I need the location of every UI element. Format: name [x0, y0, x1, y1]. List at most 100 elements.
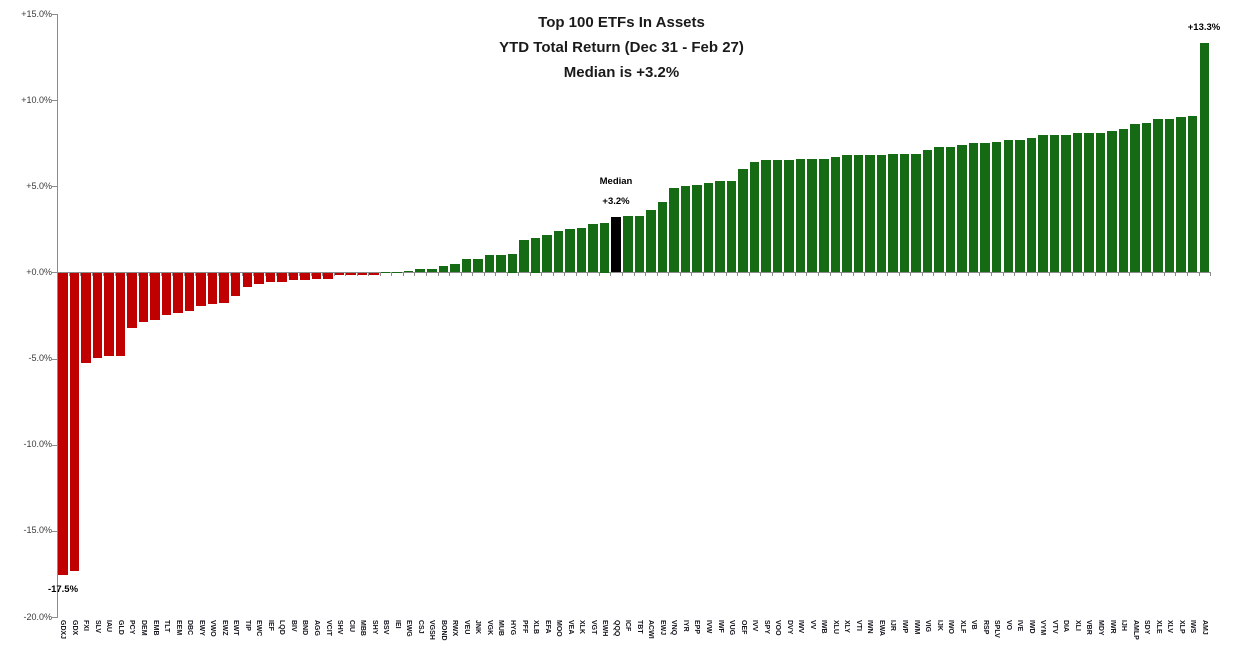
x-tick-label-IWV: IWV [797, 620, 805, 634]
bar-EWC [254, 273, 264, 284]
bar-AMLP [1130, 124, 1140, 273]
x-tick-label-VO: VO [1004, 620, 1012, 631]
x-tick-label-IVW: IVW [704, 620, 712, 634]
x-axis-tick [183, 272, 185, 277]
x-axis-tick [760, 272, 762, 277]
bar-XLY [842, 155, 852, 273]
x-axis-tick [1186, 272, 1188, 277]
x-axis-tick [287, 272, 289, 277]
x-axis-tick [103, 272, 105, 277]
x-tick-label-AMLP: AMLP [1131, 620, 1139, 640]
x-tick-label-VGK: VGK [485, 620, 493, 636]
x-axis-tick [391, 272, 393, 277]
x-axis-tick [402, 272, 404, 277]
x-axis-tick [368, 272, 370, 277]
x-tick-label-MUB: MUB [497, 620, 505, 636]
bar-VNQ [669, 188, 679, 273]
x-tick-label-VTV: VTV [1050, 620, 1058, 634]
x-tick-label-VV: VV [808, 620, 816, 630]
bar-XLI [1072, 132, 1083, 273]
x-tick-label-XLI: XLI [1073, 620, 1081, 631]
x-axis-tick [1152, 272, 1154, 277]
x-axis-tick [541, 272, 543, 277]
bar-IWO [945, 146, 956, 273]
x-tick-label-IVE: IVE [1016, 620, 1024, 632]
x-axis-tick [841, 272, 842, 277]
x-axis-tick [783, 272, 785, 277]
bar-XLE [1153, 119, 1163, 273]
x-axis-tick [1037, 272, 1038, 277]
x-tick-label-XLK: XLK [578, 620, 586, 634]
bar-VOO [772, 160, 783, 273]
bar-VUG [726, 181, 737, 273]
bar-PFF [519, 239, 529, 273]
x-tick-label-XLY: XLY [843, 620, 851, 633]
bar-PCY [127, 273, 137, 329]
x-tick-label-IAU: IAU [105, 620, 113, 633]
chart-title-line-3: Median is +3.2% [563, 64, 680, 81]
y-axis-tick [52, 186, 57, 188]
x-axis-tick [1129, 272, 1131, 277]
y-tick-label: -20.0% [23, 611, 52, 622]
x-axis-tick [426, 272, 427, 277]
x-axis-tick [1175, 272, 1177, 277]
x-tick-label-DVY: DVY [785, 620, 793, 635]
y-axis-tick [52, 358, 57, 360]
x-axis-tick [356, 272, 358, 277]
x-axis-tick [714, 272, 716, 277]
x-axis-tick [645, 272, 646, 277]
bar-VCIT [323, 273, 333, 279]
x-axis-tick [1198, 272, 1200, 277]
x-axis-tick [1117, 272, 1119, 277]
x-tick-label-SPY: SPY [762, 620, 770, 635]
bar-IVE [1015, 139, 1025, 273]
x-tick-label-VOO: VOO [774, 620, 782, 636]
x-axis-tick [552, 272, 554, 277]
x-axis-tick [898, 272, 900, 277]
bar-SPLV [991, 141, 1002, 273]
bar-AGG [311, 273, 322, 279]
bar-XLP [1176, 117, 1186, 273]
x-tick-label-DBC: DBC [186, 620, 194, 636]
bar-SDY [1141, 122, 1152, 273]
x-axis-tick [1048, 272, 1050, 277]
x-axis-tick [379, 272, 381, 277]
bar-RSP [980, 143, 990, 273]
bar-XLK [576, 227, 587, 273]
x-axis-tick [149, 272, 151, 277]
x-tick-label-OEF: OEF [739, 620, 747, 635]
x-tick-label-QQQ: QQQ [612, 620, 620, 637]
x-tick-label-EPP: EPP [693, 620, 701, 635]
bar-IWV [795, 158, 806, 273]
x-tick-label-EMB: EMB [151, 620, 159, 636]
x-axis-tick [57, 272, 58, 277]
x-tick-label-GDXJ: GDXJ [59, 620, 67, 640]
x-axis-tick [1071, 272, 1073, 277]
x-tick-label-BOND: BOND [439, 620, 447, 641]
x-axis-tick [806, 272, 808, 277]
bar-VTI [853, 155, 864, 273]
x-axis-tick [564, 272, 566, 277]
x-tick-label-XLB: XLB [532, 620, 539, 634]
bar-EWH [599, 222, 610, 273]
x-axis-tick [414, 272, 416, 277]
bar-IAU [104, 273, 114, 357]
bar-MUB [496, 255, 506, 273]
x-axis-tick [437, 272, 439, 277]
x-axis-tick [725, 272, 727, 277]
bar-LQD [277, 273, 287, 282]
x-axis-tick [575, 272, 577, 277]
x-tick-label-VWO: VWO [209, 620, 217, 637]
y-tick-label: +10.0% [21, 94, 52, 105]
x-tick-label-VGSH: VGSH [428, 620, 436, 640]
x-axis-tick [818, 272, 819, 277]
x-tick-label-IWD: IWD [1027, 620, 1035, 634]
min-value-annotation: -17.5% [47, 584, 79, 595]
x-axis-tick [195, 272, 197, 277]
x-axis-tick [264, 272, 266, 277]
x-axis-tick [299, 272, 301, 277]
bar-IWN [865, 155, 875, 273]
x-axis-tick [1002, 272, 1004, 277]
bar-EFA [542, 234, 552, 273]
x-axis-tick [80, 272, 82, 277]
